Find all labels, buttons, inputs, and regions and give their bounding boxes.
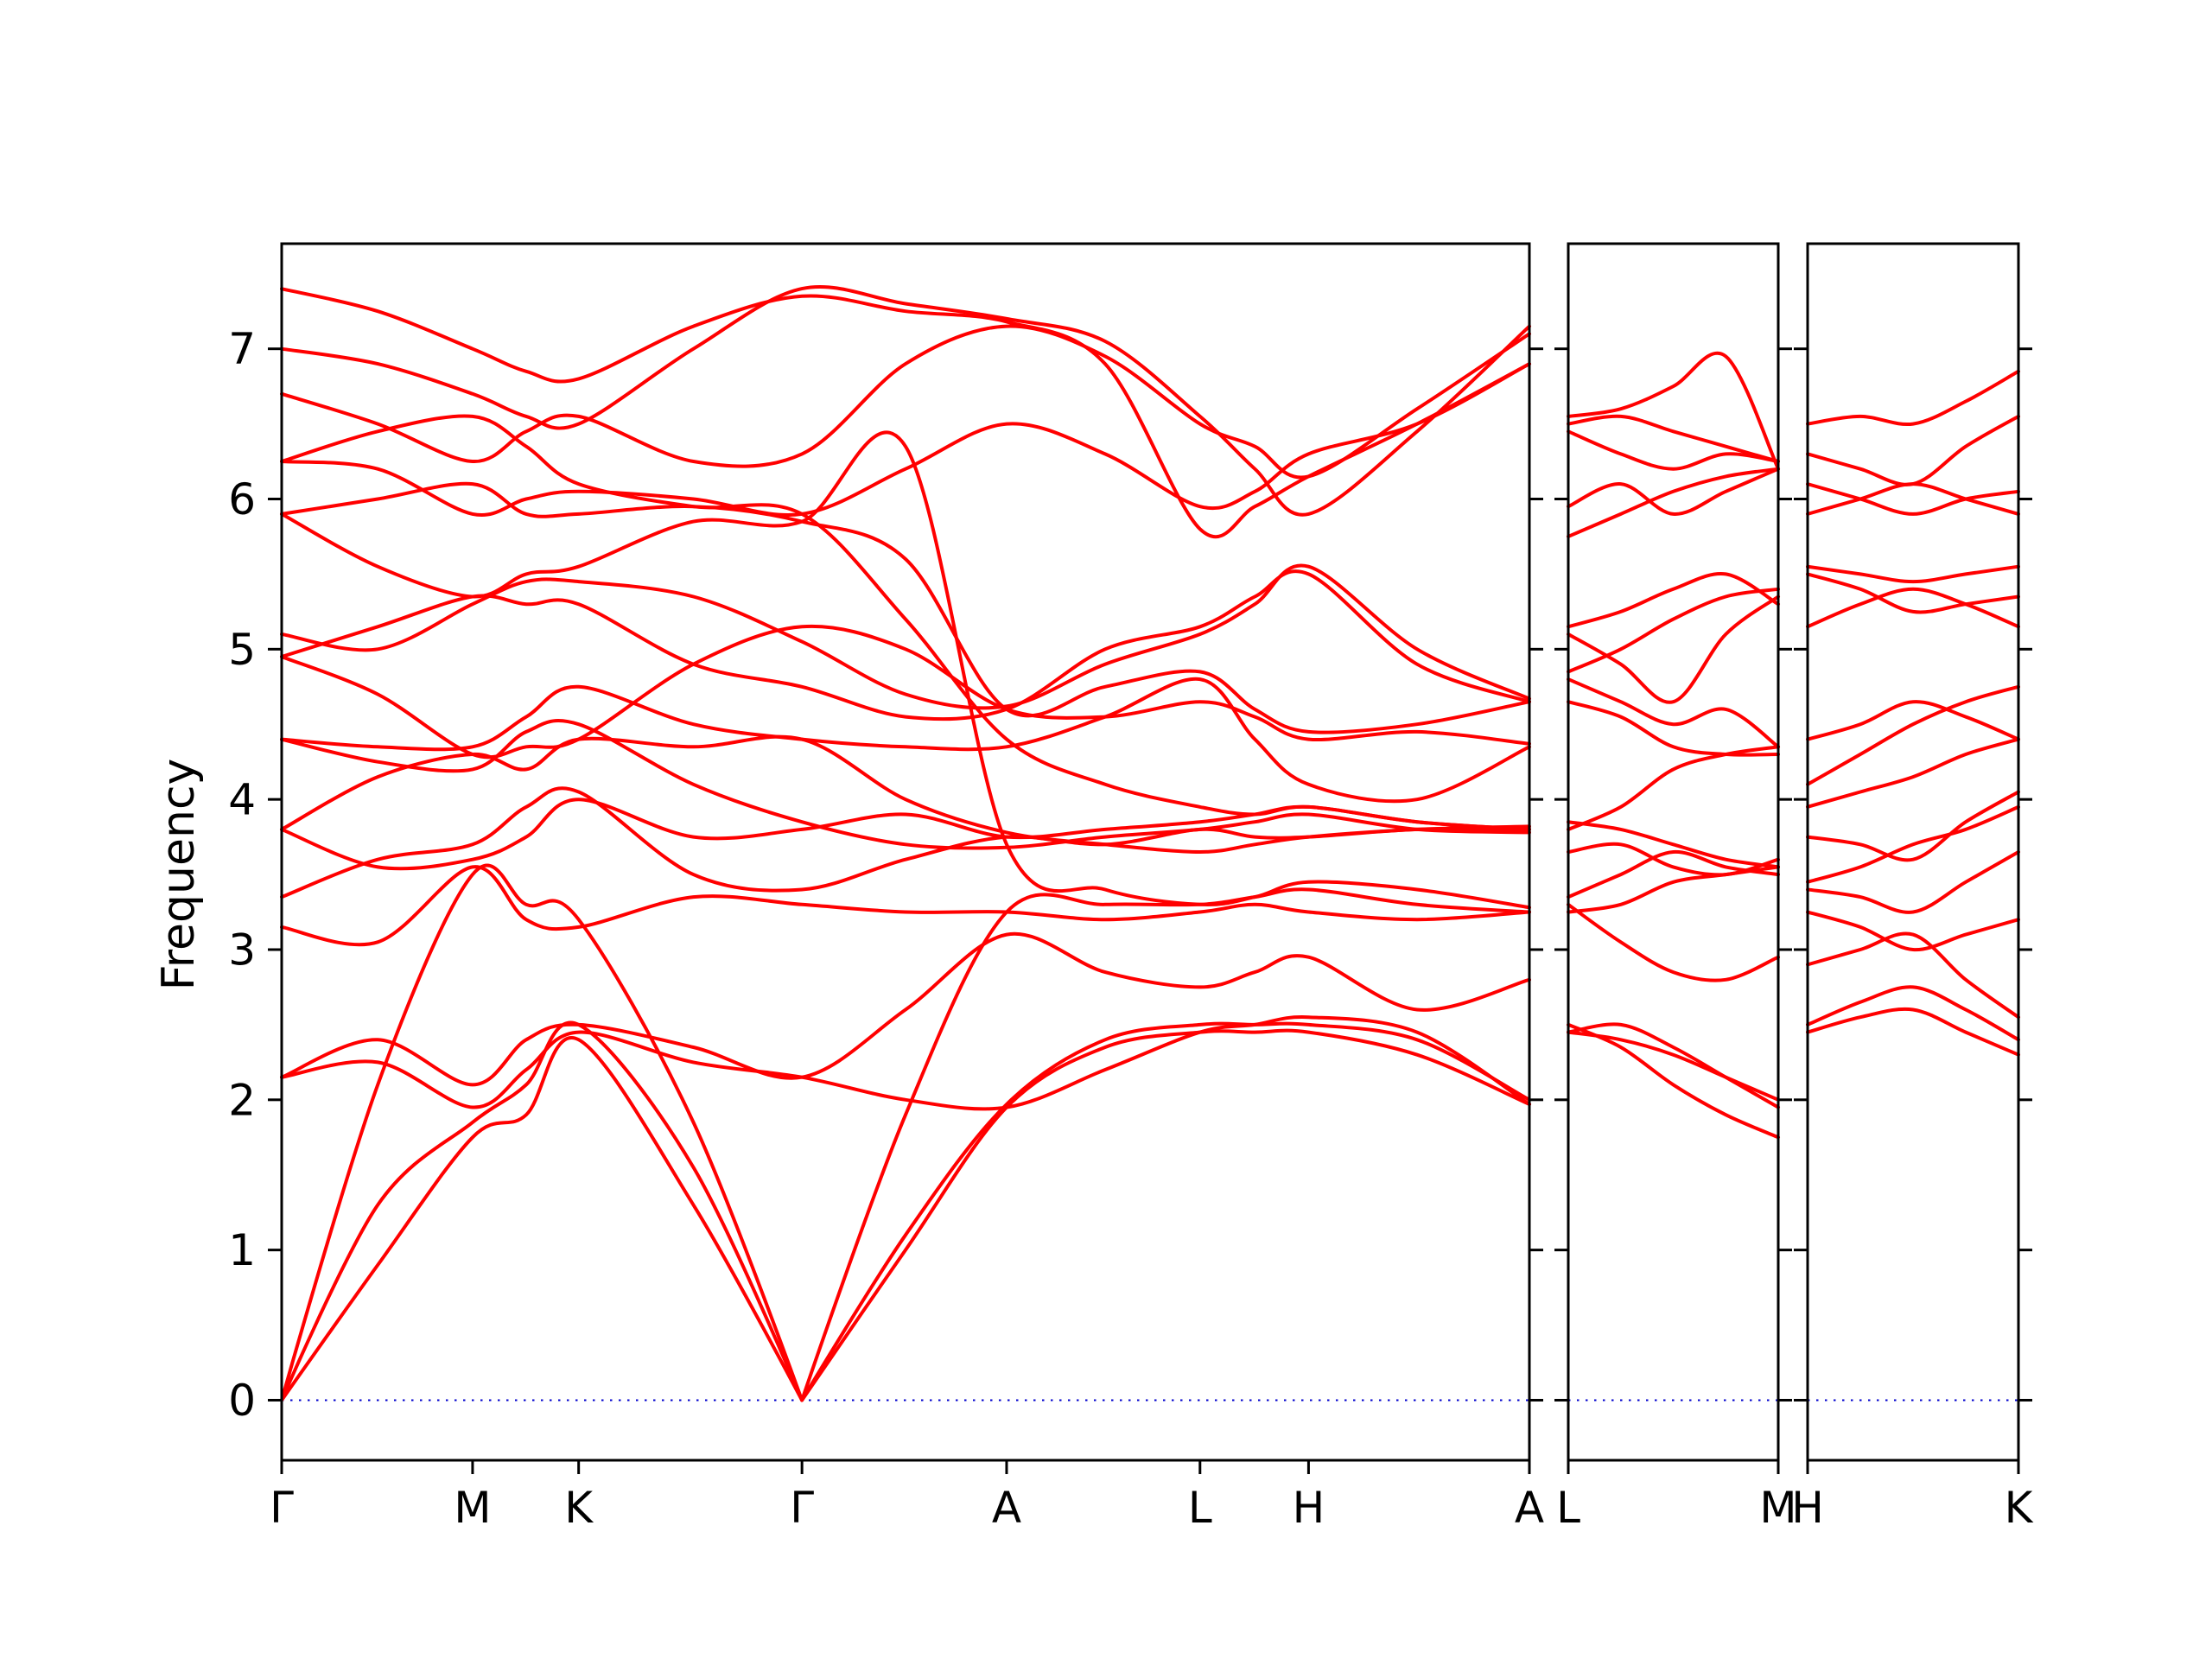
panel-border: [1806, 242, 2020, 1462]
phonon-band-line: [1567, 467, 1780, 516]
phonon-band-line: [280, 931, 1531, 1087]
x-tick-label: H: [1791, 1483, 1824, 1533]
phonon-band-line: [1806, 369, 2020, 427]
phonon-band-line: [1567, 594, 1780, 704]
phonon-band-line: [1806, 482, 2020, 516]
y-tick-label: 0: [228, 1376, 256, 1426]
x-tick-label: H: [1293, 1483, 1325, 1533]
phonon-band-line: [1567, 902, 1780, 982]
y-axis-label: Frequency: [153, 759, 205, 991]
x-tick-label: M: [1759, 1483, 1796, 1533]
phonon-band-line: [1567, 587, 1780, 674]
phonon-band-line: [1806, 931, 2020, 1020]
x-tick-label: L: [1556, 1483, 1580, 1533]
phonon-band-line: [1567, 414, 1780, 463]
phonon-band-line: [1567, 467, 1780, 538]
y-tick-label: 4: [228, 775, 256, 825]
phonon-band-line: [1567, 351, 1780, 471]
y-tick-label: 7: [228, 324, 256, 374]
y-tick-label: 5: [228, 625, 256, 675]
phonon-band-line: [1806, 414, 2020, 486]
phonon-band-line: [1806, 804, 2020, 884]
phonon-band-line: [1567, 1022, 1780, 1109]
x-tick-label: K: [564, 1483, 594, 1533]
phonon-band-line: [1806, 684, 2020, 786]
phonon-band-line: [1567, 571, 1780, 629]
x-tick-label: Γ: [270, 1483, 294, 1533]
phonon-band-line: [280, 563, 1531, 710]
phonon-band-line: [1567, 849, 1780, 899]
y-tick-label: 1: [228, 1225, 256, 1275]
phonon-band-line: [1567, 745, 1780, 831]
phonon-band-line: [1806, 790, 2020, 862]
phonon-band-line: [280, 362, 1531, 517]
x-tick-label: Γ: [790, 1483, 814, 1533]
phonon-band-line: [1567, 820, 1780, 869]
phonon-band-line: [280, 1015, 1531, 1111]
phonon-band-line: [280, 863, 1531, 1402]
phonon-band-line: [280, 481, 1531, 734]
phonon-band-line: [1806, 587, 2020, 629]
phonon-band-line: [1567, 700, 1780, 757]
x-tick-label: K: [2005, 1483, 2034, 1533]
phonon-band-line: [1806, 910, 2020, 952]
phonon-band-line: [1567, 429, 1780, 471]
x-tick-label: M: [454, 1483, 491, 1533]
phonon-band-line: [1806, 737, 2020, 809]
phonon-band-line: [1567, 842, 1780, 877]
phonon-band-line: [1567, 1030, 1780, 1102]
phonon-band-line: [1567, 1022, 1780, 1140]
phonon-band-line: [1806, 1007, 2020, 1057]
phonon-band-line: [280, 414, 1531, 831]
x-tick-label: L: [1188, 1483, 1212, 1533]
phonon-band-line: [1806, 564, 2020, 584]
y-tick-label: 2: [228, 1075, 256, 1125]
x-tick-label: A: [992, 1483, 1021, 1533]
phonon-band-line: [1806, 482, 2020, 516]
phonon-band-line: [1806, 700, 2020, 741]
phonon-band-line: [280, 285, 1531, 517]
phonon-band-line: [280, 865, 1531, 947]
phonon-band-line: [280, 1020, 1531, 1402]
phonon-band-line: [280, 287, 1531, 539]
phonon-band-line: [1806, 572, 2020, 614]
phonon-band-line: [280, 624, 1531, 760]
phonon-band-line: [1806, 850, 2020, 914]
panel-border: [280, 242, 1531, 1462]
phonon-band-line: [280, 677, 1531, 804]
x-tick-label: A: [1515, 1483, 1544, 1533]
y-tick-label: 3: [228, 925, 256, 975]
phonon-band-line: [280, 1028, 1531, 1402]
phonon-band-line: [280, 569, 1531, 721]
y-tick-label: 6: [228, 474, 256, 524]
panel-border: [1567, 242, 1780, 1462]
phonon-band-line: [1567, 677, 1780, 749]
phonon-band-line: [1567, 865, 1780, 914]
phonon-band-line: [280, 719, 1531, 850]
phonon-band-line: [1806, 985, 2020, 1042]
